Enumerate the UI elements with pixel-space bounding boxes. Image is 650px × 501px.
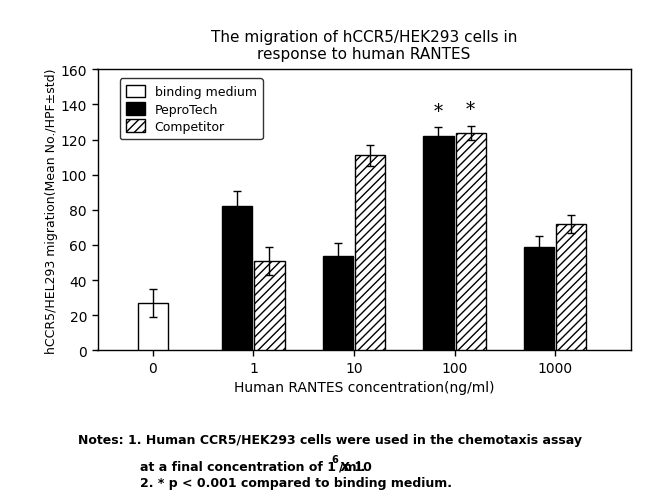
Bar <box>556 224 586 351</box>
Text: 2. * p < 0.001 compared to binding medium.: 2. * p < 0.001 compared to binding mediu… <box>140 476 452 489</box>
Text: /ml.: /ml. <box>339 460 366 473</box>
Text: at a final concentration of 1 X 10: at a final concentration of 1 X 10 <box>140 460 372 473</box>
Legend: binding medium, PeproTech, Competitor: binding medium, PeproTech, Competitor <box>120 79 263 140</box>
Text: Notes: 1. Human CCR5/HEK293 cells were used in the chemotaxis assay: Notes: 1. Human CCR5/HEK293 cells were u… <box>78 433 582 446</box>
Bar <box>254 262 285 351</box>
Bar <box>323 256 353 351</box>
Text: 6: 6 <box>332 454 338 464</box>
Bar <box>456 133 486 351</box>
Text: *: * <box>434 103 443 121</box>
Text: *: * <box>466 101 475 119</box>
Y-axis label: hCCR5/HEL293 migration(Mean No./HPF±std): hCCR5/HEL293 migration(Mean No./HPF±std) <box>45 68 58 353</box>
Bar <box>355 156 385 351</box>
X-axis label: Human RANTES concentration(ng/ml): Human RANTES concentration(ng/ml) <box>234 381 494 395</box>
Title: The migration of hCCR5/HEK293 cells in
response to human RANTES: The migration of hCCR5/HEK293 cells in r… <box>211 30 517 62</box>
Bar <box>524 247 554 351</box>
Bar <box>138 304 168 351</box>
Bar <box>423 137 454 351</box>
Bar <box>222 207 252 351</box>
